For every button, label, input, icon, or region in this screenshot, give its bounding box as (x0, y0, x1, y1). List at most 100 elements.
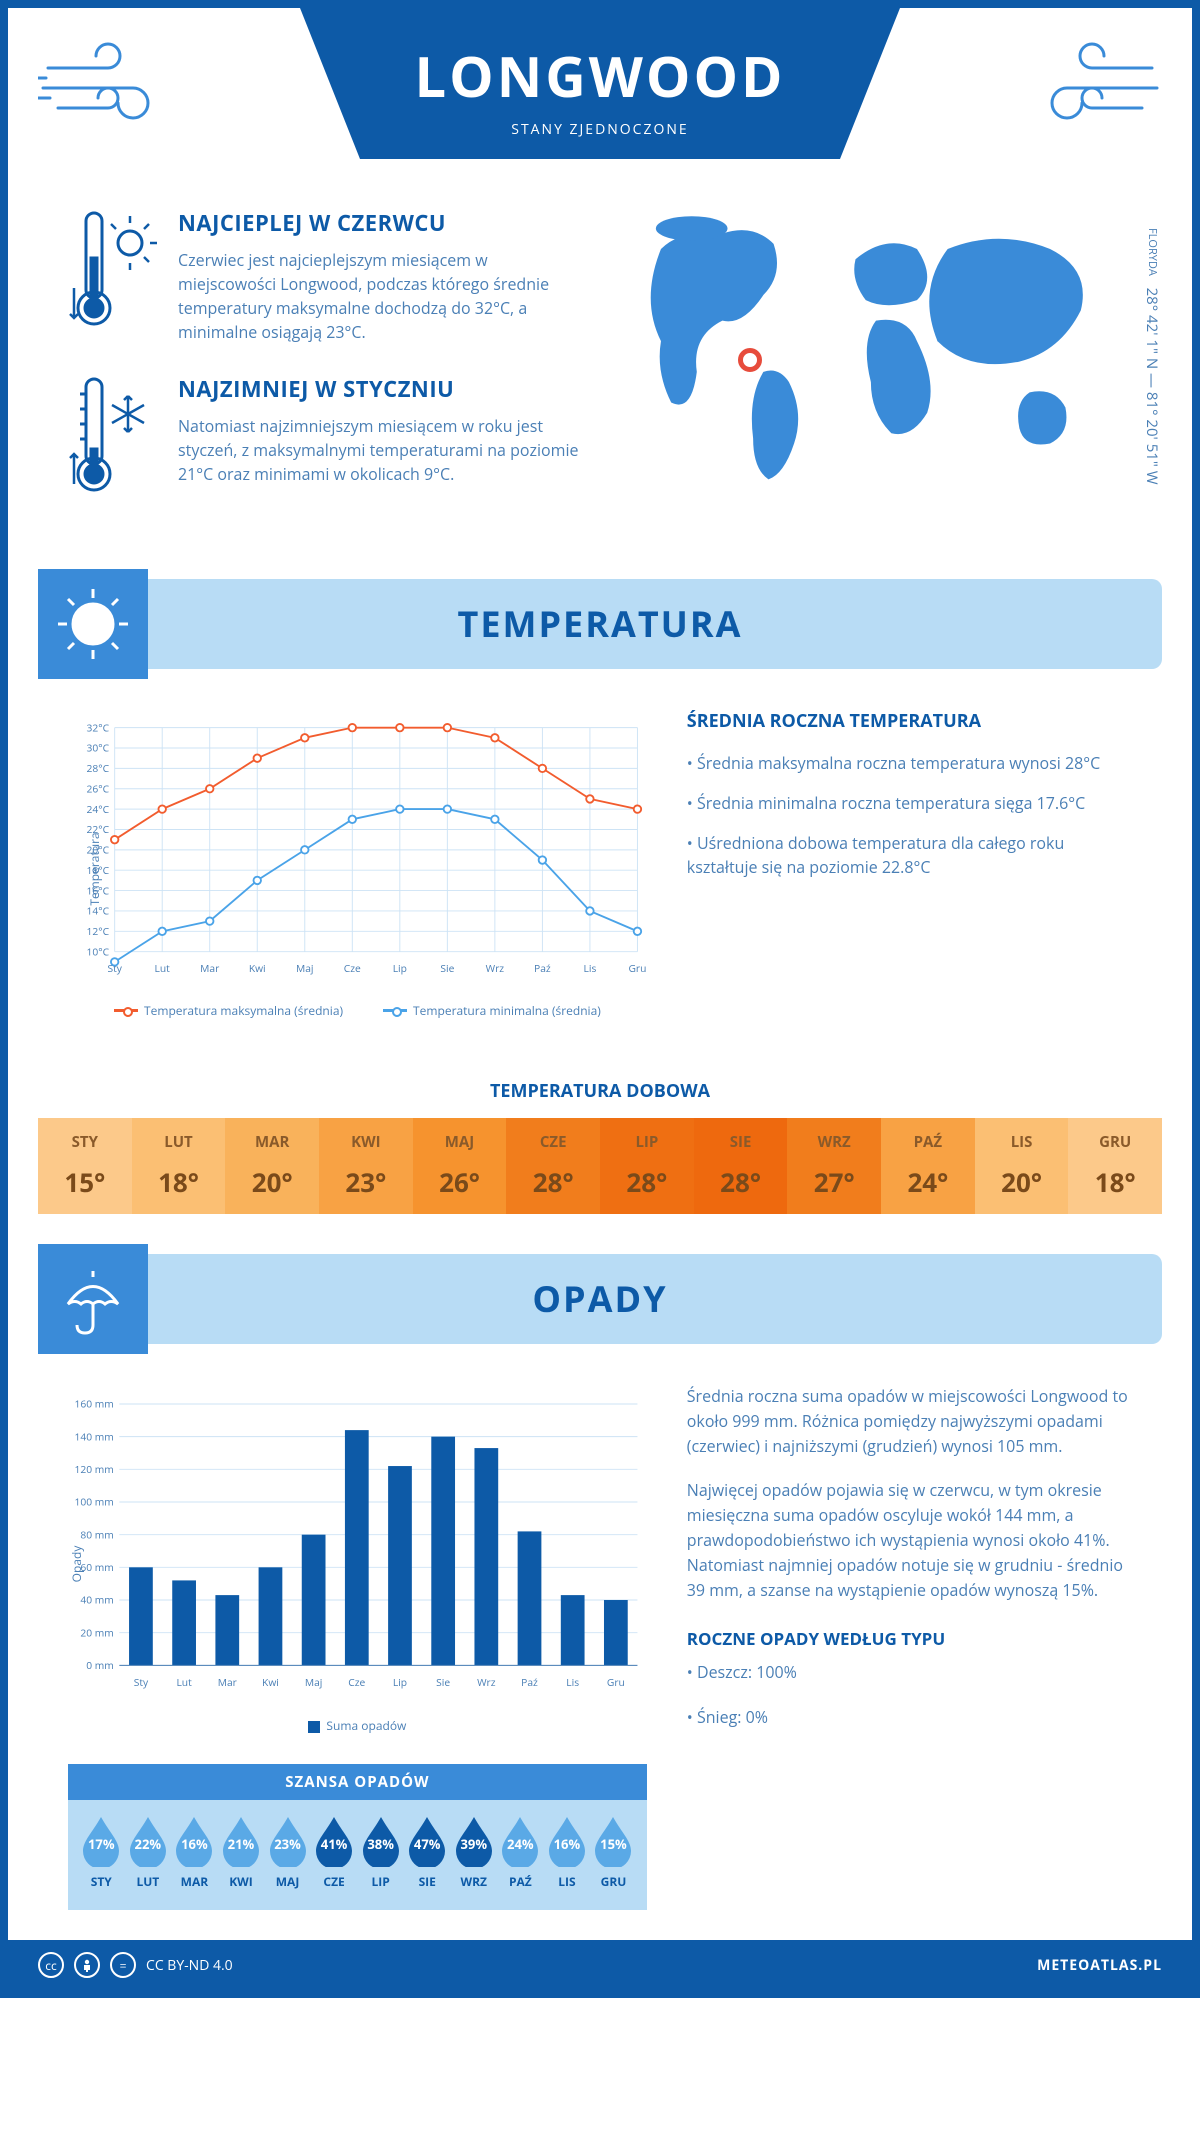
thermometer-cold-icon (68, 374, 158, 509)
svg-text:0 mm: 0 mm (86, 1659, 114, 1673)
daily-value: 20° (975, 1164, 1069, 1200)
daily-temp-cell: WRZ 27° (787, 1118, 881, 1214)
svg-text:32°C: 32°C (86, 721, 109, 735)
temp-chart-ylabel: Temperatura (86, 832, 103, 905)
svg-text:Wrz: Wrz (486, 962, 505, 976)
svg-text:Lip: Lip (393, 1676, 407, 1690)
daily-month: WRZ (787, 1132, 881, 1152)
cc-icon: cc (38, 1952, 64, 1978)
chance-value: 38% (367, 1835, 394, 1853)
rain-chance-drop: 22% LUT (125, 1815, 172, 1890)
umbrella-icon (38, 1244, 148, 1354)
chance-value: 47% (414, 1835, 441, 1853)
daily-temp-cell: CZE 28° (506, 1118, 600, 1214)
rain-chance-drop: 17% STY (78, 1815, 125, 1890)
precip-type-title: ROCZNE OPADY WEDŁUG TYPU (687, 1627, 1132, 1650)
daily-temp-cell: MAJ 26° (413, 1118, 507, 1214)
svg-text:Gru: Gru (628, 962, 646, 976)
chance-value: 41% (321, 1835, 348, 1853)
svg-text:Paź: Paź (521, 1676, 538, 1690)
daily-temp-cell: KWI23° (319, 1118, 413, 1214)
daily-month: CZE (506, 1132, 600, 1152)
svg-text:14°C: 14°C (86, 905, 109, 919)
svg-text:Lut: Lut (155, 962, 171, 976)
svg-text:Cze: Cze (344, 962, 361, 976)
svg-text:Maj: Maj (305, 1676, 323, 1690)
daily-value: 27° (787, 1164, 881, 1200)
chart-legend-item: .lg-sw[style*='#4aa3e8']::after{border-c… (383, 1002, 601, 1019)
rain-chance-drop: 15% GRU (590, 1815, 637, 1890)
svg-text:Kwi: Kwi (249, 962, 266, 976)
sun-icon (38, 569, 148, 679)
daily-temp-cell: LIP28° (600, 1118, 694, 1214)
temperature-title: TEMPERATURA (38, 579, 1162, 669)
svg-text:100 mm: 100 mm (75, 1496, 114, 1510)
svg-text:30°C: 30°C (86, 742, 109, 756)
daily-temp-cell: LUT 18° (132, 1118, 226, 1214)
svg-text:Lut: Lut (176, 1676, 192, 1690)
chance-value: 16% (181, 1835, 208, 1853)
precip-text-1: Średnia roczna suma opadów w miejscowośc… (687, 1384, 1132, 1458)
temp-info-title: ŚREDNIA ROCZNA TEMPERATURA (687, 709, 1132, 733)
country-name: STANY ZJEDNOCZONE (300, 120, 900, 139)
region-label: FLORYDA (1145, 228, 1160, 276)
svg-text:12°C: 12°C (86, 925, 109, 939)
daily-value: 28° (694, 1164, 788, 1200)
precip-legend: Suma opadów (326, 1717, 406, 1734)
daily-month: MAJ (413, 1132, 507, 1152)
daily-month: LUT (132, 1132, 226, 1152)
coldest-text: Natomiast najzimniejszym miesiącem w rok… (178, 414, 580, 486)
rain-chance-drop: 41% CZE (311, 1815, 358, 1890)
header: LONGWOOD STANY ZJEDNOCZONE (8, 8, 1192, 188)
daily-month: LIS (975, 1132, 1069, 1152)
thermometer-hot-icon (68, 208, 158, 344)
daily-temp-cell: PAŹ24° (881, 1118, 975, 1214)
coldest-block: NAJZIMNIEJ W STYCZNIU Natomiast najzimni… (68, 374, 580, 509)
svg-text:28°C: 28°C (86, 762, 109, 776)
chance-value: 21% (228, 1835, 255, 1853)
world-map: FLORYDA 28° 42' 1" N — 81° 20' 51" W (620, 208, 1132, 500)
coordinates: FLORYDA 28° 42' 1" N — 81° 20' 51" W (1142, 228, 1162, 485)
chance-month: KWI (218, 1873, 265, 1890)
daily-value: 26° (413, 1164, 507, 1200)
daily-temp-cell: MAR20° (225, 1118, 319, 1214)
svg-text:40 mm: 40 mm (80, 1594, 113, 1608)
precip-type-bullet: • Śnieg: 0% (687, 1705, 1132, 1730)
daily-value: 18° (132, 1164, 226, 1200)
wind-icon-right (1022, 38, 1162, 138)
svg-text:Mar: Mar (200, 962, 220, 976)
daily-value: 28° (506, 1164, 600, 1200)
rain-chance-drop: 21% KWI (218, 1815, 265, 1890)
chance-value: 15% (600, 1835, 627, 1853)
svg-text:Kwi: Kwi (262, 1676, 279, 1690)
svg-text:20 mm: 20 mm (80, 1626, 113, 1640)
chance-value: 16% (554, 1835, 581, 1853)
footer: cc = CC BY-ND 4.0 METEOATLAS.PL (8, 1940, 1192, 1990)
chance-value: 17% (88, 1835, 115, 1853)
chance-value: 22% (135, 1835, 162, 1853)
site-name: METEOATLAS.PL (1037, 1956, 1162, 1975)
rain-chance-title: SZANSA OPADÓW (68, 1764, 647, 1800)
svg-text:140 mm: 140 mm (75, 1430, 114, 1444)
temperature-line-chart: Temperatura 10°C12°C14°C16°C18°C20°C22°C… (68, 709, 647, 1029)
chance-month: MAR (171, 1873, 218, 1890)
hottest-title: NAJCIEPLEJ W CZERWCU (178, 208, 580, 238)
chance-month: LUT (125, 1873, 172, 1890)
wind-icon-left (38, 38, 178, 138)
location-marker-icon (738, 348, 762, 372)
svg-text:Lip: Lip (393, 962, 407, 976)
daily-value: 24° (881, 1164, 975, 1200)
daily-month: LIP (600, 1132, 694, 1152)
rain-chance-drop: 39% WRZ (451, 1815, 498, 1890)
precip-type-bullet: • Deszcz: 100% (687, 1660, 1132, 1685)
svg-text:Sie: Sie (440, 962, 454, 976)
daily-value: 15° (38, 1164, 132, 1200)
chart-legend-item: .lg-sw[style*='#f25c2e']::after{border-c… (114, 1002, 343, 1019)
svg-text:Lis: Lis (584, 962, 597, 976)
city-name: LONGWOOD (300, 38, 900, 114)
svg-text:Wrz: Wrz (477, 1676, 496, 1690)
daily-month: MAR (225, 1132, 319, 1152)
daily-month: KWI (319, 1132, 413, 1152)
svg-text:Gru: Gru (607, 1676, 625, 1690)
chance-month: WRZ (451, 1873, 498, 1890)
